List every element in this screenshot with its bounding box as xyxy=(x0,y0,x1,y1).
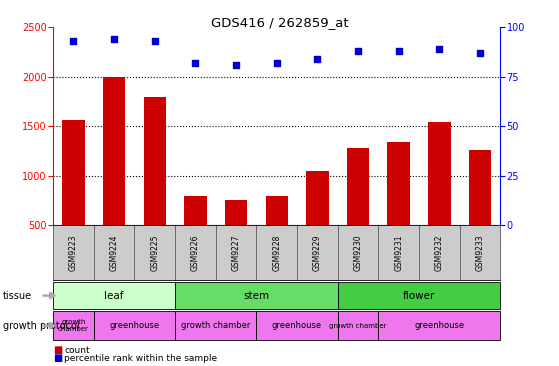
Text: GSM9223: GSM9223 xyxy=(69,234,78,271)
Point xyxy=(150,38,159,44)
Text: GSM9226: GSM9226 xyxy=(191,234,200,271)
Text: ■: ■ xyxy=(53,353,63,363)
Text: tissue: tissue xyxy=(3,291,32,300)
Point xyxy=(353,48,362,54)
Point xyxy=(110,36,119,42)
Text: GSM9227: GSM9227 xyxy=(231,234,240,271)
Point xyxy=(476,50,485,56)
Bar xyxy=(266,197,288,225)
Bar xyxy=(62,120,84,225)
Point xyxy=(394,48,403,54)
Text: ■: ■ xyxy=(53,345,63,355)
Text: growth chamber: growth chamber xyxy=(329,323,387,329)
Text: growth protocol: growth protocol xyxy=(3,321,79,331)
Text: GSM9225: GSM9225 xyxy=(150,234,159,271)
Bar xyxy=(306,171,329,225)
Point xyxy=(272,60,281,66)
Bar xyxy=(184,197,207,225)
Bar xyxy=(225,200,247,225)
Text: greenhouse: greenhouse xyxy=(414,321,465,330)
Text: GSM9232: GSM9232 xyxy=(435,234,444,271)
Text: stem: stem xyxy=(243,291,269,300)
Text: percentile rank within the sample: percentile rank within the sample xyxy=(64,354,217,363)
Text: count: count xyxy=(64,346,90,355)
Text: greenhouse: greenhouse xyxy=(110,321,159,330)
Text: leaf: leaf xyxy=(105,291,124,300)
Point xyxy=(191,60,200,66)
Bar xyxy=(387,142,410,225)
Point xyxy=(69,38,78,44)
Bar xyxy=(347,148,369,225)
Bar xyxy=(428,122,451,225)
Text: flower: flower xyxy=(403,291,435,300)
Text: growth
chamber: growth chamber xyxy=(58,319,89,332)
Text: GSM9233: GSM9233 xyxy=(476,234,485,271)
Bar xyxy=(103,77,125,225)
Text: GDS416 / 262859_at: GDS416 / 262859_at xyxy=(211,16,348,30)
Point xyxy=(313,56,322,62)
Text: GSM9224: GSM9224 xyxy=(110,234,119,271)
Bar xyxy=(144,97,166,225)
Text: GSM9231: GSM9231 xyxy=(394,234,403,271)
Text: GSM9228: GSM9228 xyxy=(272,234,281,271)
Text: GSM9230: GSM9230 xyxy=(353,234,363,271)
Text: greenhouse: greenhouse xyxy=(272,321,322,330)
Text: GSM9229: GSM9229 xyxy=(313,234,322,271)
Point xyxy=(435,46,444,52)
Text: growth chamber: growth chamber xyxy=(181,321,250,330)
Point xyxy=(231,62,240,68)
Bar xyxy=(469,150,491,225)
